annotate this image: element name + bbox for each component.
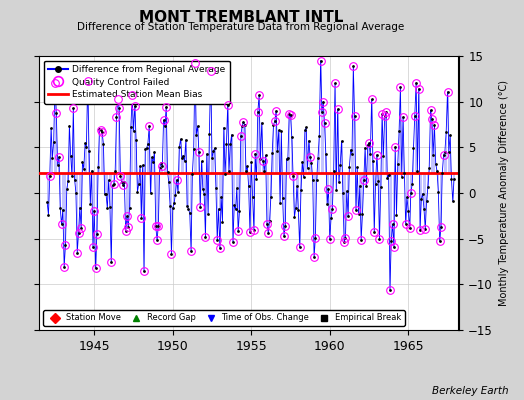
Legend: Station Move, Record Gap, Time of Obs. Change, Empirical Break: Station Move, Record Gap, Time of Obs. C… (43, 310, 405, 326)
Text: MONT TREMBLANT INTL: MONT TREMBLANT INTL (139, 10, 343, 25)
Text: Difference of Station Temperature Data from Regional Average: Difference of Station Temperature Data f… (78, 22, 405, 32)
Y-axis label: Monthly Temperature Anomaly Difference (°C): Monthly Temperature Anomaly Difference (… (498, 80, 508, 306)
Text: Berkeley Earth: Berkeley Earth (432, 386, 508, 396)
